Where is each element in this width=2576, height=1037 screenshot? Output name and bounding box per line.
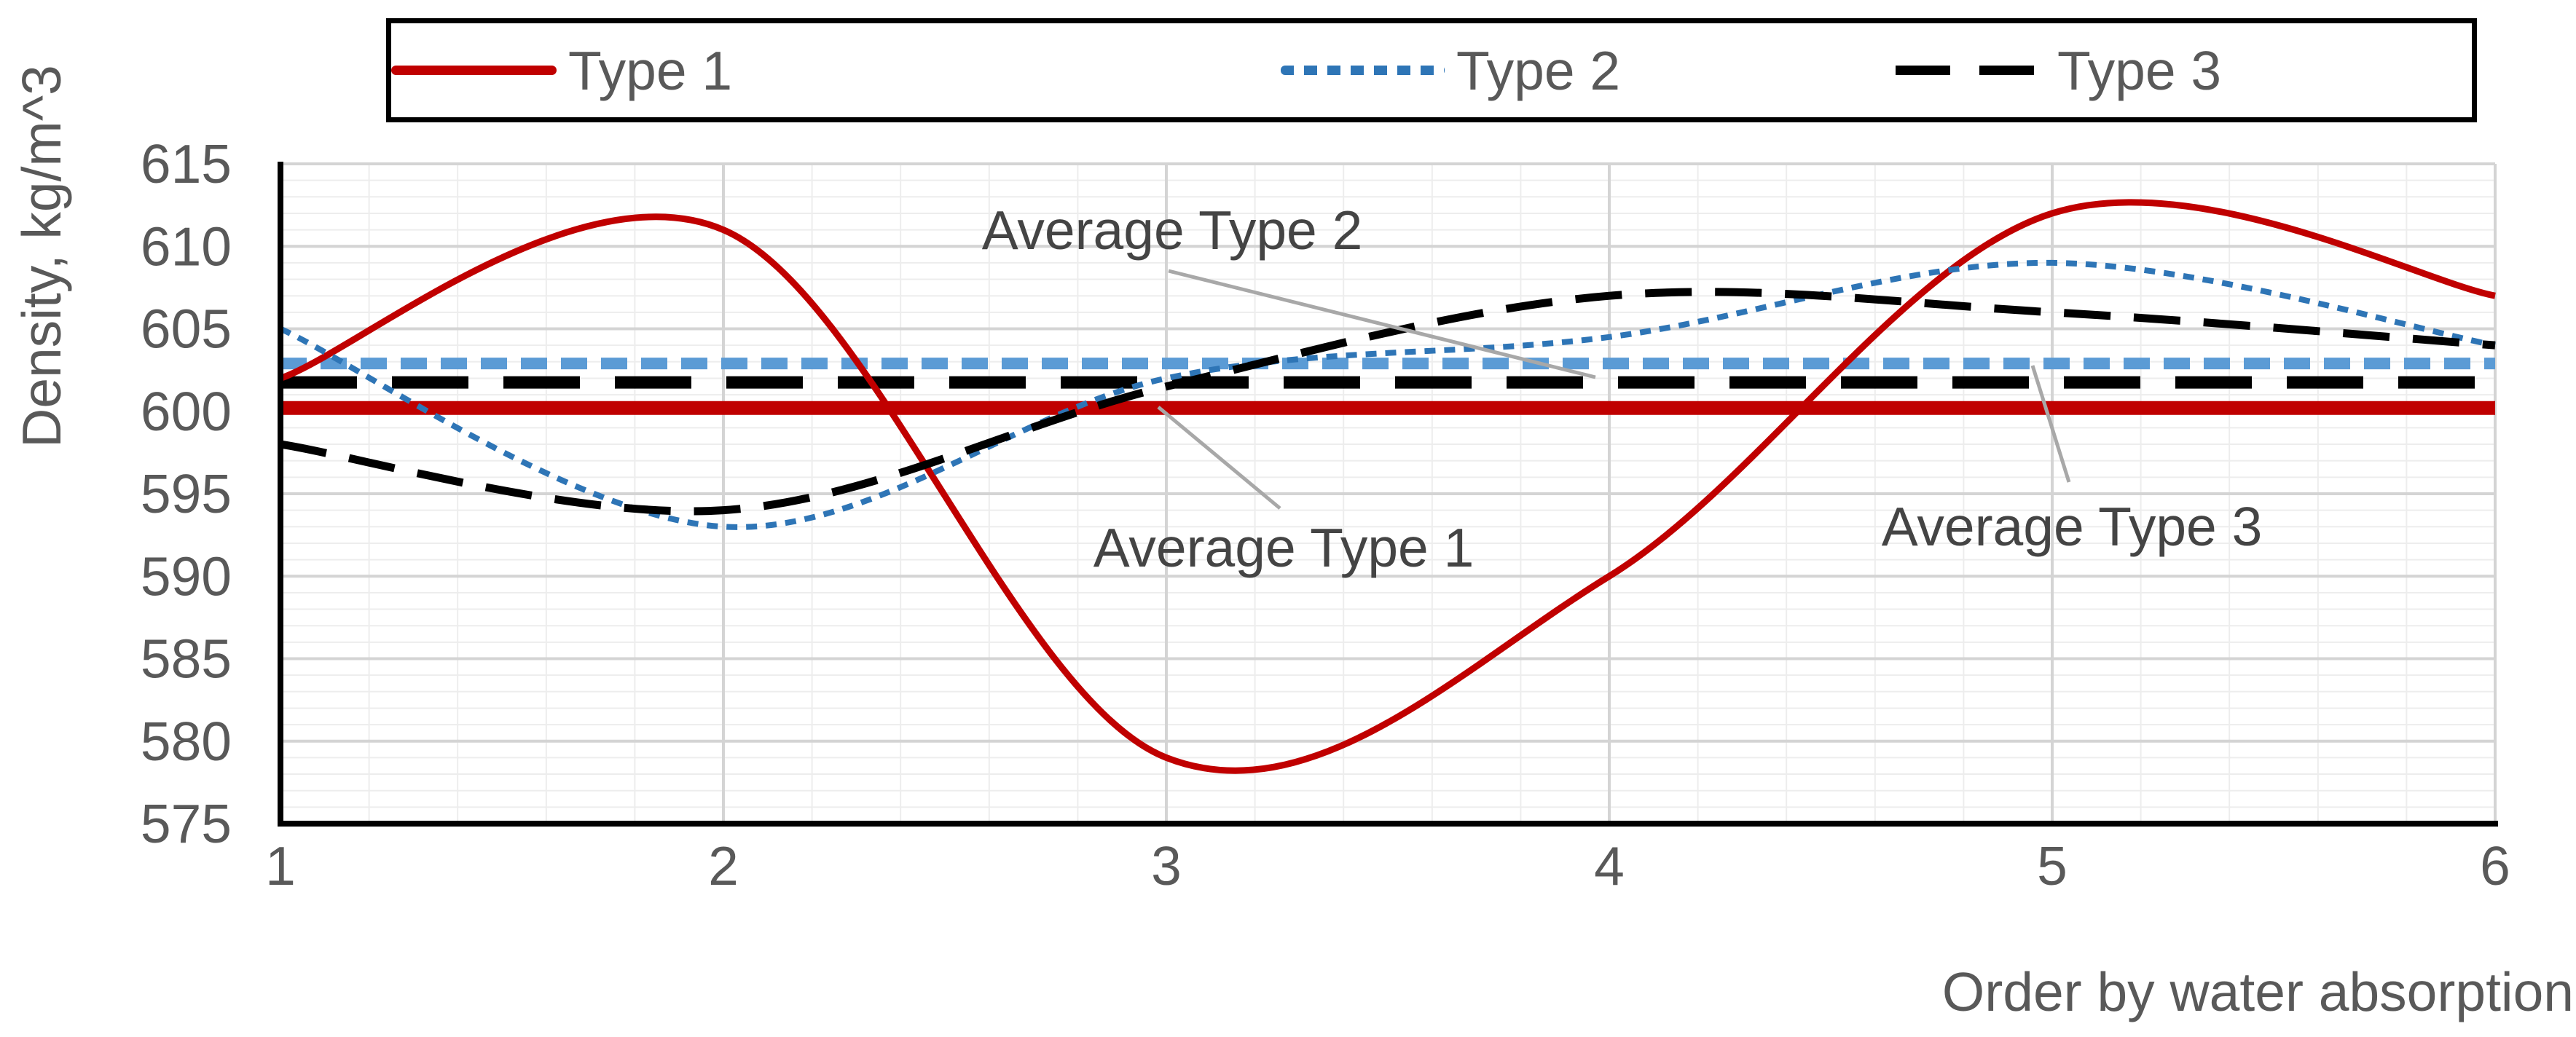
gridlines <box>280 162 2497 824</box>
y-tick-label-615: 615 <box>141 133 232 194</box>
legend-item-type3: Type 3 <box>1896 23 2221 117</box>
y-tick-label-605: 605 <box>141 299 232 360</box>
x-tick-label-4: 4 <box>1594 835 1625 896</box>
legend-item-type2: Type 2 <box>1281 23 1620 117</box>
legend-label-type3: Type 3 <box>2057 39 2222 101</box>
legend-box: Type 1 Type 2 Type 3 <box>386 18 2477 122</box>
legend-item-type1: Type 1 <box>391 23 732 117</box>
annotation-average-type3: Average Type 3 <box>1881 496 2263 557</box>
type3-dashed-line-icon <box>1896 66 2046 75</box>
y-tick-label-600: 600 <box>141 381 232 442</box>
y-tick-label-575: 575 <box>141 793 232 854</box>
y-axis-title: Density, kg/m^3 <box>11 65 72 448</box>
annotation-average-type1: Average Type 1 <box>1093 517 1474 578</box>
type1-solid-line-icon <box>391 66 557 75</box>
y-tick-label-580: 580 <box>141 711 232 772</box>
type2-dotted-line-icon <box>1281 66 1445 75</box>
legend-label-type1: Type 1 <box>568 39 733 101</box>
annotation-leader-lines <box>1157 269 2071 510</box>
x-tick-label-6: 6 <box>2480 835 2510 896</box>
x-tick-label-3: 3 <box>1151 835 1182 896</box>
y-tick-label-590: 590 <box>141 545 232 607</box>
y-tick-label-610: 610 <box>141 216 232 277</box>
x-axis-title: Order by water absorption <box>1942 961 2574 1022</box>
legend-label-type2: Type 2 <box>1456 39 1621 101</box>
axes <box>278 162 2498 827</box>
series-curves <box>279 199 2496 774</box>
x-tick-label-5: 5 <box>2037 835 2068 896</box>
annotation-average-type2: Average Type 2 <box>981 200 1363 261</box>
average-lines <box>280 358 2495 415</box>
curve-type-3 <box>280 288 2496 516</box>
y-tick-label-585: 585 <box>141 628 232 690</box>
x-tick-label-2: 2 <box>708 835 739 896</box>
curve-type-1 <box>279 199 2496 774</box>
x-tick-label-1: 1 <box>265 835 296 896</box>
y-tick-label-595: 595 <box>141 463 232 524</box>
